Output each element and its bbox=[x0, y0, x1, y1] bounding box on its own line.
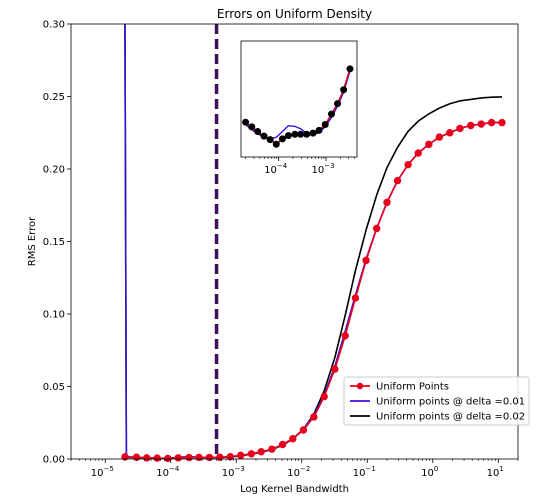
y-tick-label: 0.20 bbox=[43, 165, 65, 176]
x-tick-label: 10−5 bbox=[91, 465, 114, 479]
data-point bbox=[247, 450, 256, 458]
inset-data-point bbox=[346, 65, 354, 73]
inset-data-point bbox=[334, 100, 342, 108]
data-point bbox=[195, 453, 203, 462]
data-point bbox=[351, 294, 360, 302]
inset-data-point bbox=[260, 132, 268, 140]
data-point bbox=[425, 140, 433, 149]
inset-plot-area: 10−4 10−3 bbox=[240, 40, 358, 176]
legend-label-1: Uniform points @ delta =0.01 bbox=[376, 397, 525, 408]
x-tick-label: 100 bbox=[421, 465, 438, 479]
x-tick-label: 10−3 bbox=[222, 465, 245, 479]
data-point bbox=[498, 118, 506, 127]
inset-frame bbox=[240, 40, 358, 158]
data-point bbox=[446, 129, 454, 137]
inset-data-point bbox=[272, 140, 280, 148]
y-tick-label: 0.15 bbox=[43, 237, 65, 248]
inset-x-tick-label: 10−3 bbox=[312, 162, 335, 176]
data-point bbox=[477, 120, 485, 128]
inset-data-point bbox=[303, 130, 311, 138]
data-point bbox=[174, 454, 182, 462]
y-tick-label: 0.00 bbox=[43, 455, 65, 466]
data-point bbox=[435, 133, 444, 141]
data-point bbox=[341, 332, 349, 340]
data-point bbox=[226, 452, 234, 461]
data-point bbox=[257, 448, 265, 456]
inset-data-point bbox=[248, 123, 256, 131]
data-point bbox=[362, 256, 370, 265]
legend-box bbox=[343, 376, 530, 426]
data-point bbox=[383, 198, 391, 207]
inset-data-point bbox=[291, 130, 299, 138]
y-tick-label: 0.25 bbox=[43, 92, 65, 103]
data-point bbox=[310, 413, 318, 421]
data-point bbox=[393, 176, 402, 185]
inset-data-point bbox=[321, 121, 329, 129]
data-point bbox=[331, 365, 339, 373]
inset-data-point bbox=[284, 132, 292, 140]
inset-background bbox=[241, 41, 357, 157]
data-point bbox=[372, 224, 381, 233]
data-point bbox=[205, 453, 214, 462]
y-tick-label: 0.30 bbox=[43, 20, 65, 31]
data-point bbox=[185, 453, 193, 462]
inset-data-point bbox=[278, 135, 286, 143]
data-point bbox=[487, 118, 496, 127]
inset-data-point bbox=[340, 86, 348, 94]
y-axis-label: RMS Error bbox=[27, 216, 38, 266]
x-tick-label: 101 bbox=[487, 465, 504, 479]
y-tick-label: 0.10 bbox=[43, 310, 65, 321]
x-tick-label: 10−1 bbox=[353, 465, 376, 479]
data-point bbox=[414, 149, 422, 157]
legend: Uniform Points Uniform points @ delta =0.… bbox=[343, 376, 530, 426]
data-point bbox=[456, 124, 464, 133]
x-tick-label: 10−2 bbox=[287, 465, 310, 479]
inset-data-point bbox=[327, 110, 335, 118]
inset-data-point bbox=[242, 118, 250, 126]
chart-title: Errors on Uniform Density bbox=[217, 7, 372, 21]
inset-data-point bbox=[254, 127, 262, 135]
data-point bbox=[467, 121, 475, 130]
data-point bbox=[278, 440, 287, 449]
data-point bbox=[404, 160, 412, 169]
inset-data-point bbox=[297, 130, 305, 138]
legend-label-0: Uniform Points bbox=[376, 382, 449, 393]
data-point bbox=[164, 454, 172, 463]
inset-data-point bbox=[266, 136, 274, 144]
inset-data-point bbox=[315, 126, 323, 134]
legend-label-2: Uniform points @ delta =0.02 bbox=[376, 412, 525, 423]
data-point bbox=[153, 454, 161, 462]
y-tick-label: 0.05 bbox=[43, 382, 65, 393]
data-point bbox=[143, 454, 151, 462]
main-plot-area: 0.00 0.05 0.10 0.15 0.20 0.25 0.30 10−5 10−4 10−3… bbox=[43, 20, 519, 479]
data-point bbox=[299, 426, 308, 434]
x-axis-label: Log Kernel Bandwidth bbox=[240, 484, 349, 495]
inset-data-point bbox=[309, 129, 317, 137]
data-point bbox=[320, 392, 328, 401]
data-point bbox=[289, 435, 297, 443]
data-point bbox=[268, 445, 276, 453]
inset-x-tick-label: 10−4 bbox=[264, 162, 288, 176]
legend-marker-0 bbox=[356, 382, 364, 390]
x-tick-label: 10−4 bbox=[156, 465, 180, 479]
data-point bbox=[237, 451, 245, 460]
